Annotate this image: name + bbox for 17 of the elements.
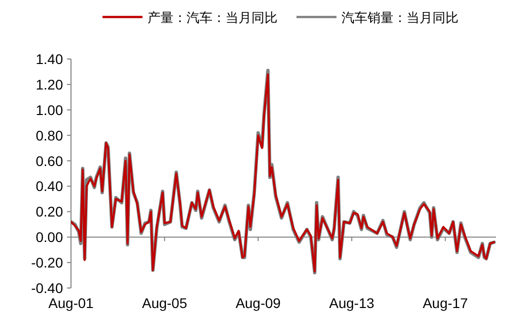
x-tick-label: Aug-13: [329, 295, 375, 311]
y-tick-label: 1.20: [36, 76, 64, 92]
x-tick-label: Aug-05: [142, 295, 188, 311]
y-tick-label: 1.00: [36, 102, 64, 118]
x-tick-label: Aug-09: [236, 295, 281, 311]
legend-label: 产量：汽车：当月同比: [148, 10, 278, 25]
x-tick-label: Aug-01: [48, 295, 94, 311]
y-tick-label: 0.20: [36, 204, 64, 220]
y-tick-label: 0.80: [36, 127, 64, 144]
y-tick-label: -0.40: [31, 280, 64, 296]
y-tick-label: 1.40: [36, 51, 64, 67]
y-tick-label: 0.00: [36, 229, 64, 246]
y-tick-label: -0.20: [31, 254, 64, 271]
y-tick-label: 0.60: [36, 152, 64, 169]
y-tick-label: 0.40: [36, 178, 64, 194]
x-tick-label: Aug-17: [422, 295, 468, 311]
legend-label: 汽车销量：当月同比: [342, 10, 458, 25]
